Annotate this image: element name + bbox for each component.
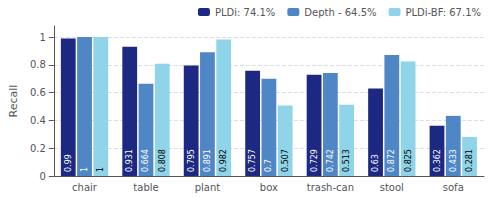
svg-text:0.742: 0.742 xyxy=(326,149,335,172)
svg-text:0.729: 0.729 xyxy=(310,149,319,172)
svg-text:plant: plant xyxy=(195,182,221,193)
svg-text:0.795: 0.795 xyxy=(187,149,196,172)
svg-text:0.99: 0.99 xyxy=(64,154,73,172)
svg-text:0.664: 0.664 xyxy=(141,149,150,172)
svg-text:0.872: 0.872 xyxy=(387,149,396,172)
svg-text:0.7: 0.7 xyxy=(264,159,273,172)
svg-text:box: box xyxy=(260,182,278,193)
svg-text:table: table xyxy=(133,182,158,193)
svg-text:sofa: sofa xyxy=(443,182,464,193)
svg-text:0.8: 0.8 xyxy=(30,59,46,70)
svg-text:0.982: 0.982 xyxy=(219,149,228,172)
svg-text:trash-can: trash-can xyxy=(307,182,354,193)
svg-text:0.281: 0.281 xyxy=(465,149,474,172)
svg-text:0.6: 0.6 xyxy=(30,87,46,98)
svg-text:0.891: 0.891 xyxy=(203,149,212,172)
svg-text:0.513: 0.513 xyxy=(342,149,351,172)
svg-text:PLDi-BF: 67.1%: PLDi-BF: 67.1% xyxy=(406,7,481,18)
svg-text:0.4: 0.4 xyxy=(30,115,46,126)
svg-text:chair: chair xyxy=(72,182,98,193)
svg-text:Depth - 64.5%: Depth - 64.5% xyxy=(304,7,376,18)
svg-text:0.931: 0.931 xyxy=(125,149,134,172)
svg-text:0.2: 0.2 xyxy=(30,143,46,154)
svg-text:1: 1 xyxy=(39,32,45,43)
svg-text:0.507: 0.507 xyxy=(281,149,290,172)
svg-text:0.825: 0.825 xyxy=(404,149,413,172)
svg-text:1: 1 xyxy=(96,167,105,172)
svg-text:0: 0 xyxy=(39,171,45,182)
svg-text:stool: stool xyxy=(380,182,404,193)
svg-text:0.757: 0.757 xyxy=(248,149,257,172)
svg-text:1: 1 xyxy=(80,167,89,172)
svg-text:0.63: 0.63 xyxy=(371,154,380,172)
svg-text:0.808: 0.808 xyxy=(158,149,167,172)
svg-text:Recall: Recall xyxy=(7,85,20,118)
svg-text:0.433: 0.433 xyxy=(449,149,458,172)
svg-text:PLDi: 74.1%: PLDi: 74.1% xyxy=(215,7,275,18)
svg-text:0.362: 0.362 xyxy=(433,149,442,172)
